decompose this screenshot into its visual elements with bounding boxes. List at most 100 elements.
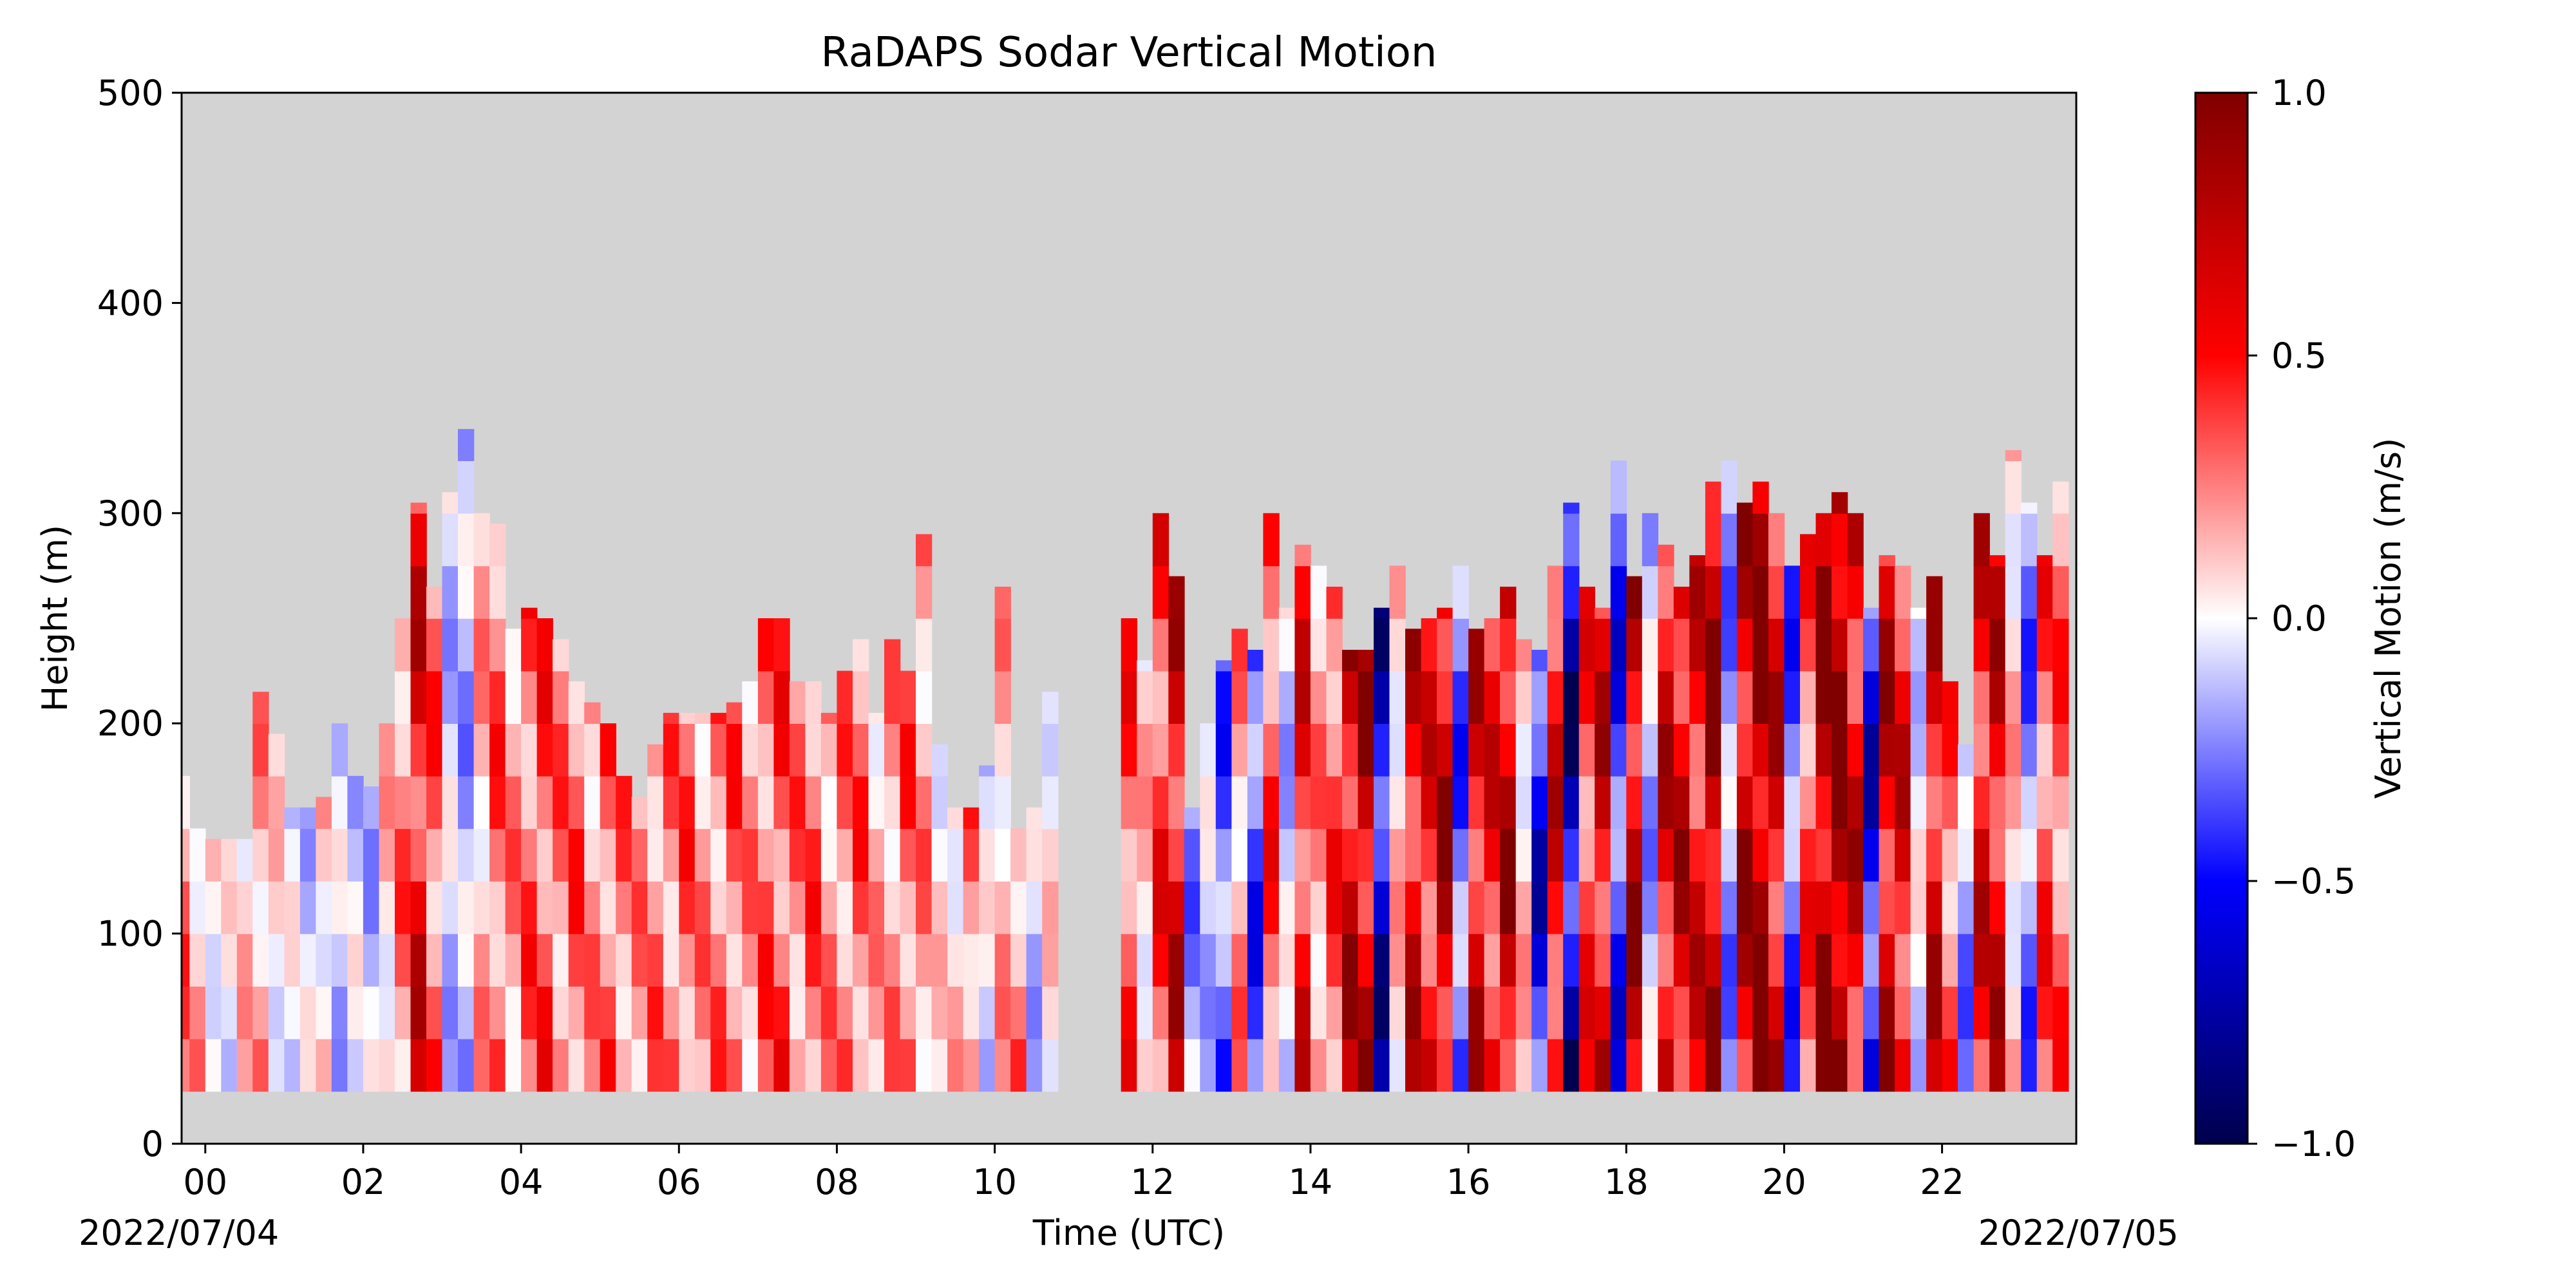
heatmap-cell (694, 986, 712, 1039)
heatmap-cell (1121, 828, 1137, 882)
heatmap-cell (726, 828, 743, 882)
heatmap-cell (331, 828, 348, 882)
heatmap-cell (2021, 723, 2038, 777)
heatmap-cell (1721, 828, 1738, 882)
heatmap-cell (1689, 1038, 1706, 1092)
heatmap-cell (1689, 775, 1706, 829)
heatmap-cell (1910, 828, 1927, 882)
heatmap-cell (1547, 881, 1564, 934)
heatmap-cell (1152, 986, 1170, 1039)
heatmap-cell (1800, 670, 1817, 724)
colorbar (2194, 91, 2249, 1145)
heatmap-cell (900, 881, 916, 934)
heatmap-cell (1342, 828, 1359, 882)
heatmap-cell (1515, 775, 1532, 829)
heatmap-cell (1342, 1038, 1359, 1092)
heatmap-cell (363, 1038, 380, 1092)
heatmap-cell (553, 639, 569, 672)
heatmap-cell (1500, 986, 1517, 1039)
heatmap-cell (489, 881, 506, 934)
heatmap-cell (1610, 775, 1627, 829)
heatmap-cell (1784, 881, 1801, 934)
heatmap-cell (1247, 775, 1264, 829)
heatmap-cell (473, 565, 490, 619)
heatmap-cell (1326, 618, 1343, 672)
heatmap-cell (1721, 670, 1738, 724)
heatmap-cell (1610, 460, 1627, 514)
heatmap-cell (694, 723, 712, 777)
heatmap-cell (1705, 723, 1722, 777)
heatmap-cell (347, 986, 364, 1039)
heatmap-cell (600, 986, 616, 1039)
heatmap-cell (1658, 881, 1674, 934)
heatmap-cell (1926, 618, 1943, 672)
heatmap-cell (299, 986, 317, 1039)
heatmap-cell (347, 775, 364, 829)
heatmap-cell (1184, 1038, 1201, 1092)
heatmap-cell (1152, 881, 1170, 934)
heatmap-cell (1168, 670, 1185, 724)
heatmap-cell (1137, 1038, 1153, 1092)
heatmap-cell (1752, 881, 1769, 934)
heatmap-cell (726, 881, 743, 934)
heatmap-cell (789, 723, 806, 777)
heatmap-cell (1294, 881, 1311, 934)
heatmap-cell (947, 986, 964, 1039)
heatmap-cell (1989, 670, 2006, 724)
heatmap-cell (853, 1038, 869, 1092)
heatmap-cell (189, 1038, 206, 1092)
heatmap-cell (442, 670, 459, 724)
heatmap-cell (1484, 1038, 1501, 1092)
heatmap-cell (1294, 670, 1311, 724)
heatmap-cell (1879, 828, 1895, 882)
heatmap-cell (1658, 723, 1674, 777)
heatmap-cell (757, 723, 775, 777)
heatmap-cell (837, 670, 853, 724)
heatmap-cell (1358, 986, 1374, 1039)
heatmap-cell (1168, 723, 1185, 777)
heatmap-cell (1736, 775, 1754, 829)
heatmap-cell (963, 1038, 980, 1092)
heatmap-cell (1847, 618, 1864, 672)
heatmap-cell (663, 933, 680, 987)
heatmap-cell (773, 986, 790, 1039)
heatmap-cell (521, 881, 538, 934)
heatmap-cell (1010, 1038, 1027, 1092)
heatmap-cell (1437, 881, 1454, 934)
heatmap-cell (1342, 933, 1359, 987)
heatmap-cell (189, 828, 206, 882)
heatmap-cell (1879, 565, 1895, 619)
heatmap-cell (1278, 775, 1296, 829)
heatmap-cell (837, 986, 853, 1039)
heatmap-cell (1137, 881, 1153, 934)
heatmap-cell (1721, 513, 1738, 567)
heatmap-cell (1800, 828, 1817, 882)
heatmap-cell (1895, 723, 1911, 777)
heatmap-cell (1673, 670, 1690, 724)
heatmap-cell (647, 775, 664, 829)
heatmap-cell (900, 775, 916, 829)
heatmap-cell (1578, 933, 1595, 987)
heatmap-cell (284, 807, 301, 829)
heatmap-cell (316, 933, 332, 987)
heatmap-cell (742, 723, 759, 777)
heatmap-cell (2005, 513, 2022, 567)
heatmap-cell (1547, 565, 1564, 619)
heatmap-cell (1752, 723, 1769, 777)
heatmap-cell (1263, 670, 1280, 724)
heatmap-cell (1578, 986, 1595, 1039)
heatmap-cell (963, 828, 980, 882)
heatmap-cell (1452, 618, 1469, 672)
heatmap-cell (1152, 933, 1170, 987)
heatmap-cell (853, 881, 869, 934)
heatmap-cell (2052, 1038, 2069, 1092)
heatmap-cell (726, 986, 743, 1039)
heatmap-cell (442, 723, 459, 777)
heatmap-cell (916, 670, 933, 724)
heatmap-cell (2005, 565, 2022, 619)
heatmap-cell (189, 986, 206, 1039)
heatmap-cell (1326, 723, 1343, 777)
heatmap-cell (1389, 1038, 1406, 1092)
heatmap-cell (2036, 723, 2053, 777)
heatmap-cell (236, 933, 254, 987)
